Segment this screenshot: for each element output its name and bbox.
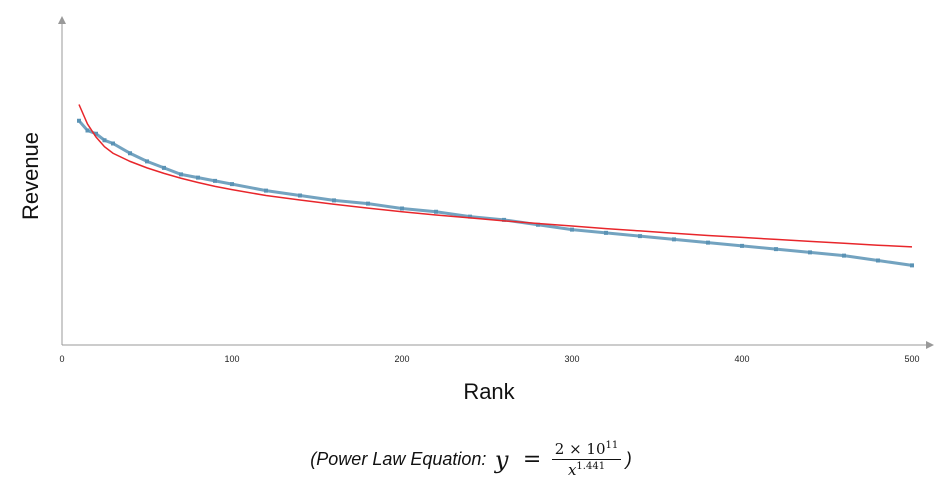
x-tick-label-400: 400 bbox=[734, 354, 749, 364]
series-0-point-21 bbox=[570, 227, 574, 232]
series-0-point-14 bbox=[332, 198, 336, 203]
y-axis-title: Revenue bbox=[18, 132, 43, 220]
series-1-line bbox=[78, 104, 913, 248]
series-0 bbox=[77, 118, 914, 268]
series-0-line bbox=[77, 119, 913, 267]
series-0-point-6 bbox=[145, 159, 149, 164]
series-0-point-2 bbox=[94, 131, 98, 136]
series-0-point-29 bbox=[842, 253, 846, 258]
series-0-point-5 bbox=[128, 151, 132, 156]
power-law-chart: 0 100 200 300 400 500 Rank Revenue bbox=[18, 16, 934, 404]
series-0-point-30 bbox=[876, 258, 880, 263]
series-0-point-9 bbox=[196, 175, 200, 180]
equation-equals: = bbox=[522, 447, 542, 472]
series-0-point-16 bbox=[400, 206, 404, 211]
series-0-point-13 bbox=[298, 193, 302, 198]
series-0-point-3 bbox=[102, 138, 107, 143]
x-tick-label-0: 0 bbox=[59, 354, 64, 364]
equation-trail: ) bbox=[625, 449, 632, 469]
equation-fraction: 2 × 1011 x1.441 bbox=[551, 440, 622, 479]
x-tick-label-500: 500 bbox=[904, 354, 919, 364]
series-0-point-10 bbox=[213, 178, 217, 183]
series-0-point-26 bbox=[740, 243, 744, 248]
x-tick-label-200: 200 bbox=[394, 354, 409, 364]
series-0-point-17 bbox=[434, 209, 438, 214]
equation-numerator: 2 × 1011 bbox=[551, 440, 622, 460]
series-1 bbox=[78, 104, 913, 248]
equation-lead: (Power Law Equation: bbox=[310, 449, 487, 469]
series-0-point-4 bbox=[111, 141, 115, 146]
x-tick-label-300: 300 bbox=[564, 354, 579, 364]
series-0-point-7 bbox=[162, 165, 166, 170]
equation-denominator-exponent: 1.441 bbox=[576, 461, 606, 472]
equation-denominator: x1.441 bbox=[567, 461, 606, 479]
series-0-point-31 bbox=[910, 263, 914, 268]
series-0-point-8 bbox=[179, 172, 183, 177]
series-0-point-28 bbox=[808, 250, 812, 255]
series-0-point-24 bbox=[672, 237, 676, 242]
series-0-point-23 bbox=[638, 234, 642, 239]
series-0-point-11 bbox=[230, 182, 234, 187]
series-0-point-12 bbox=[264, 188, 268, 193]
equation-numerator-exponent: 11 bbox=[605, 440, 619, 451]
series-0-point-22 bbox=[604, 230, 608, 235]
series-0-point-25 bbox=[706, 240, 710, 245]
series-0-point-18 bbox=[468, 214, 472, 219]
power-law-equation: (Power Law Equation: y = 2 × 1011 x1.441… bbox=[0, 440, 942, 479]
series-0-point-1 bbox=[85, 128, 90, 133]
series-0-point-27 bbox=[774, 247, 778, 252]
series-0-point-20 bbox=[536, 222, 540, 227]
series-0-point-15 bbox=[366, 201, 370, 206]
series-0-point-0 bbox=[77, 118, 81, 123]
x-axis-title: Rank bbox=[463, 379, 515, 404]
series-0-point-19 bbox=[502, 217, 506, 222]
x-tick-label-100: 100 bbox=[224, 354, 239, 364]
equation-lhs: y bbox=[494, 445, 509, 474]
